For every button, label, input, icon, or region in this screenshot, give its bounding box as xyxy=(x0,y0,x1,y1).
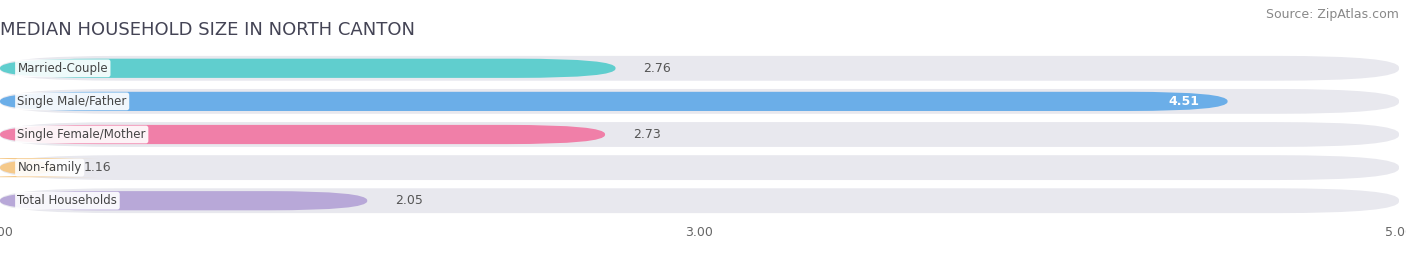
FancyBboxPatch shape xyxy=(0,122,1399,147)
Text: Total Households: Total Households xyxy=(17,194,117,207)
FancyBboxPatch shape xyxy=(0,188,1399,213)
FancyBboxPatch shape xyxy=(0,56,1399,81)
Text: 2.73: 2.73 xyxy=(633,128,661,141)
Text: Source: ZipAtlas.com: Source: ZipAtlas.com xyxy=(1265,8,1399,21)
Text: 2.05: 2.05 xyxy=(395,194,423,207)
Text: MEDIAN HOUSEHOLD SIZE IN NORTH CANTON: MEDIAN HOUSEHOLD SIZE IN NORTH CANTON xyxy=(0,20,415,38)
FancyBboxPatch shape xyxy=(0,92,1227,111)
Text: Single Female/Mother: Single Female/Mother xyxy=(17,128,146,141)
FancyBboxPatch shape xyxy=(0,59,616,78)
FancyBboxPatch shape xyxy=(0,89,1399,114)
Text: Married-Couple: Married-Couple xyxy=(17,62,108,75)
FancyBboxPatch shape xyxy=(0,158,98,177)
FancyBboxPatch shape xyxy=(0,191,367,210)
Text: Non-family: Non-family xyxy=(17,161,82,174)
Text: 2.76: 2.76 xyxy=(644,62,671,75)
FancyBboxPatch shape xyxy=(0,155,1399,180)
FancyBboxPatch shape xyxy=(0,125,605,144)
Text: 1.16: 1.16 xyxy=(84,161,111,174)
Text: Single Male/Father: Single Male/Father xyxy=(17,95,127,108)
Text: 4.51: 4.51 xyxy=(1168,95,1199,108)
